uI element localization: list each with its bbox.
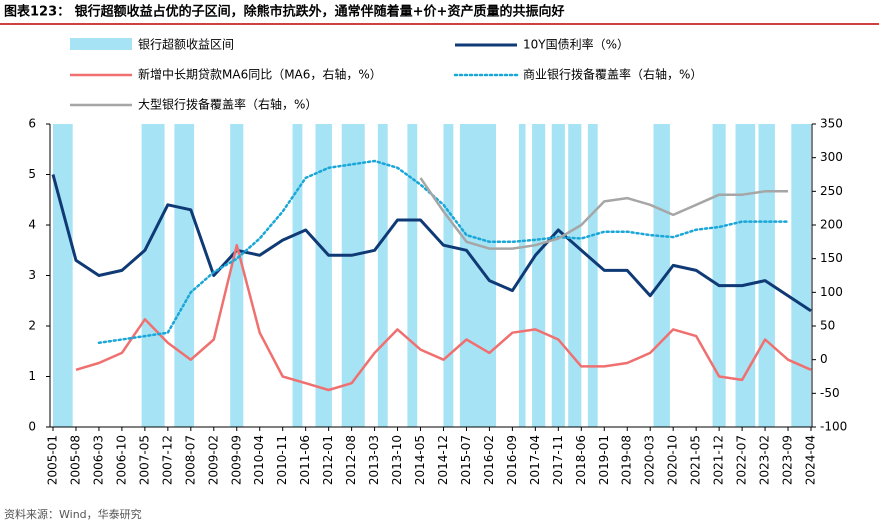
y-tick-label: 4 — [28, 218, 36, 232]
shaded-range — [551, 124, 565, 427]
legend-label: 商业银行拨备覆盖率（右轴，%） — [523, 67, 702, 82]
y2-tick-label: 50 — [820, 319, 835, 333]
x-tick-label: 2021-05 — [689, 435, 703, 485]
shaded-range — [653, 124, 670, 427]
x-tick-label: 2019-08 — [620, 435, 634, 485]
chart-title: 图表123： 银行超额收益占优的子区间，除熊市抗跌外，通常伴随着量+价+资产质量… — [4, 4, 564, 20]
y-tick-label: 2 — [28, 319, 36, 333]
series-line — [51, 174, 812, 313]
x-tick-label: 2023-02 — [758, 435, 772, 485]
legend-label: 大型银行拨备覆盖率（右轴，%） — [138, 97, 317, 112]
x-tick-label: 2008-07 — [183, 435, 197, 485]
shaded-range — [791, 124, 811, 427]
series-line — [97, 159, 790, 345]
x-tick-label: 2007-12 — [160, 435, 174, 485]
x-tick-label: 2017-04 — [528, 435, 542, 485]
x-tick-label: 2021-12 — [712, 435, 726, 485]
x-tick-label: 2023-09 — [781, 435, 795, 485]
y-tick-label: 1 — [28, 369, 36, 383]
shaded-range — [568, 124, 582, 427]
y2-tick-label: 250 — [820, 184, 843, 198]
y-tick-label: 0 — [28, 420, 36, 434]
shaded-range — [443, 124, 454, 427]
shaded-range — [230, 124, 244, 427]
shaded-range — [377, 124, 388, 427]
x-tick-label: 2010-04 — [252, 435, 266, 485]
y2-tick-label: 200 — [820, 218, 843, 232]
shaded-range — [341, 124, 365, 427]
x-tick-label: 2017-11 — [551, 435, 565, 485]
y2-tick-label: 350 — [820, 117, 843, 131]
legend-label: 新增中长期贷款MA6同比（MA6，右轴，%） — [138, 67, 382, 82]
shaded-range — [587, 124, 598, 427]
x-tick-label: 2015-07 — [459, 435, 473, 485]
x-tick-label: 2006-03 — [91, 435, 105, 485]
x-tick-label: 2012-01 — [321, 435, 335, 485]
y2-tick-label: 300 — [820, 150, 843, 164]
x-tick-label: 2010-11 — [275, 435, 289, 485]
x-tick-label: 2013-03 — [367, 435, 381, 485]
y2-tick-label: -100 — [820, 420, 847, 434]
series-line — [75, 243, 812, 392]
y2-tick-label: 100 — [820, 285, 843, 299]
x-tick-label: 2019-01 — [597, 435, 611, 485]
x-tick-label: 2020-03 — [643, 435, 657, 485]
x-tick-label: 2013-10 — [390, 435, 404, 485]
shaded-range — [758, 124, 775, 427]
x-tick-label: 2020-10 — [666, 435, 680, 485]
x-tick-label: 2024-04 — [804, 435, 818, 485]
shaded-range — [407, 124, 418, 427]
y2-tick-label: 150 — [820, 251, 843, 265]
shaded-range — [712, 124, 726, 427]
y-tick-label: 6 — [28, 117, 36, 131]
shaded-range — [532, 124, 546, 427]
x-tick-label: 2016-02 — [482, 435, 496, 485]
legend-label: 10Y国债利率（%） — [523, 37, 629, 52]
x-tick-label: 2012-08 — [344, 435, 358, 485]
y2-tick-label: -50 — [820, 386, 840, 400]
x-tick-label: 2006-10 — [114, 435, 128, 485]
shaded-range — [292, 124, 303, 427]
series-line — [419, 177, 788, 250]
y-tick-label: 5 — [28, 167, 36, 181]
shaded-range — [459, 124, 496, 427]
shaded-range — [315, 124, 332, 427]
x-tick-label: 2005-01 — [46, 435, 60, 485]
x-tick-label: 2005-08 — [68, 435, 82, 485]
x-tick-label: 2022-07 — [735, 435, 749, 485]
y2-tick-label: 0 — [820, 352, 828, 366]
x-tick-label: 2016-09 — [505, 435, 519, 485]
shaded-range — [141, 124, 165, 427]
shaded-range — [735, 124, 756, 427]
x-tick-label: 2014-12 — [436, 435, 450, 485]
shaded-range — [174, 124, 195, 427]
legend-label: 银行超额收益区间 — [138, 37, 234, 52]
legend-swatch — [70, 38, 132, 50]
x-tick-label: 2009-02 — [206, 435, 220, 485]
x-tick-label: 2009-09 — [229, 435, 243, 485]
y-tick-label: 3 — [28, 268, 36, 282]
x-tick-label: 2018-06 — [574, 435, 588, 485]
source-note: 资料来源：Wind，华泰研究 — [4, 507, 142, 521]
x-tick-label: 2014-05 — [413, 435, 427, 485]
x-tick-label: 2007-05 — [137, 435, 151, 485]
x-tick-label: 2011-06 — [298, 435, 312, 485]
shaded-range — [53, 124, 73, 427]
